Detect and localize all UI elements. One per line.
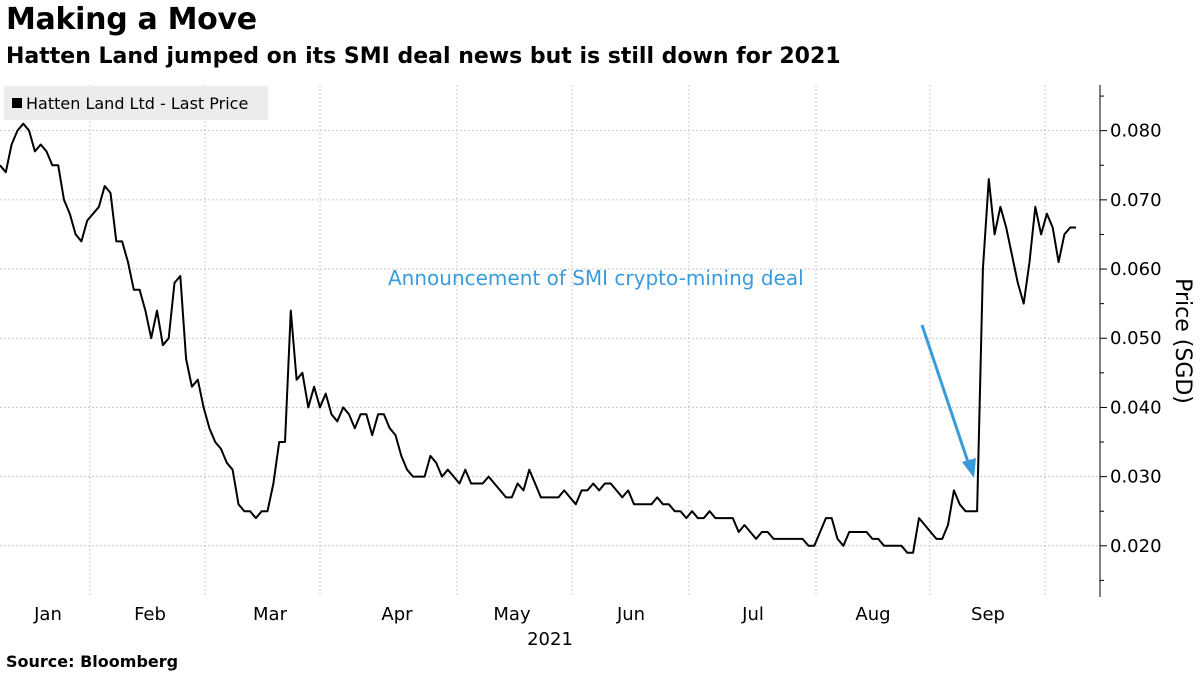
series-line-hatten-land [0, 122, 1076, 554]
x-tick-labels: Jan Feb Mar Apr May Jun Jul Aug Sep [33, 604, 1005, 625]
annotation-arrowhead [962, 458, 976, 478]
y-tick-label: 0.030 [1110, 467, 1162, 488]
y-tick-label: 0.080 [1110, 121, 1162, 142]
x-tick-label: May [493, 604, 531, 625]
legend-label: Hatten Land Ltd - Last Price [26, 93, 249, 113]
y-tick-labels: 0.020 0.030 0.040 0.050 0.060 0.070 0.080 [1110, 121, 1162, 557]
x-tick-label: Jul [741, 604, 764, 625]
x-tick-label: Jan [33, 604, 62, 625]
source-note: Source: Bloomberg [6, 652, 179, 671]
x-tick-label: Apr [381, 604, 413, 625]
y-tick-label: 0.020 [1110, 536, 1162, 557]
annotation-arrow [920, 324, 972, 469]
annotation-text: Announcement of SMI crypto-mining deal [388, 266, 804, 290]
x-tick-label: Feb [134, 604, 166, 625]
y-tick-label: 0.060 [1110, 259, 1162, 280]
y-axis-label: Price (SGD) [1170, 278, 1195, 404]
x-tick-label: Mar [253, 604, 288, 625]
legend: Hatten Land Ltd - Last Price [4, 86, 268, 120]
x-tick-label: Sep [971, 604, 1005, 625]
y-axis [1099, 85, 1107, 597]
y-tick-label: 0.040 [1110, 397, 1162, 418]
x-tick-label: Jun [616, 604, 645, 625]
x-tick-label: Aug [855, 604, 890, 625]
y-tick-label: 0.050 [1110, 328, 1162, 349]
chart-subtitle: Hatten Land jumped on its SMI deal news … [6, 44, 841, 69]
y-tick-label: 0.070 [1110, 190, 1162, 211]
chart-title: Making a Move [6, 2, 257, 37]
x-axis-year-label: 2021 [527, 629, 573, 650]
grid-lines [0, 85, 1100, 597]
legend-swatch [12, 98, 22, 108]
